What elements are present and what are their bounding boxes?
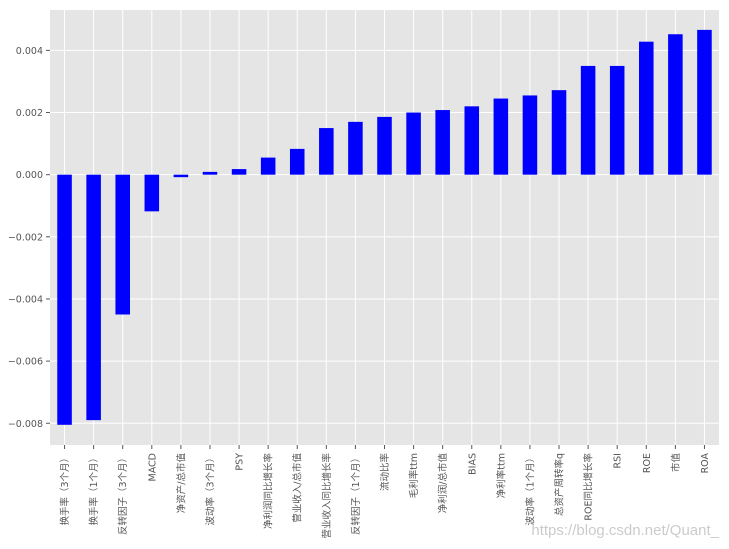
- x-tick-label: ROE同比增长率: [583, 453, 595, 521]
- bar: [609, 65, 625, 175]
- x-axis-ticks: 换手率（3个月） 换手率（1个月） 反转因子（3个月） MACD 净资产/总市值 波动率（…: [59, 445, 711, 539]
- bar: [86, 174, 101, 421]
- y-tick-label: 0.004: [16, 46, 43, 57]
- bar: [522, 95, 538, 175]
- x-tick-label: 反转因子（3个月）: [117, 453, 129, 535]
- bar: [289, 148, 305, 175]
- watermark: https://blog.csdn.net/Quant_: [531, 522, 719, 539]
- bar: [377, 116, 392, 175]
- bar: [406, 112, 421, 175]
- bar: [697, 29, 712, 175]
- y-tick-label: −0.006: [8, 357, 43, 368]
- bar: [639, 41, 654, 175]
- y-tick-label: −0.004: [8, 294, 43, 305]
- y-tick-label: 0.002: [16, 108, 43, 119]
- x-tick-label: 净资产/总市值: [175, 453, 187, 514]
- x-tick-label: 毛利率ttm: [408, 453, 420, 498]
- x-tick-label: 净利润/总市值: [437, 453, 449, 514]
- y-tick-label: −0.008: [8, 419, 43, 430]
- bar: [493, 98, 509, 175]
- y-tick-label: −0.002: [8, 232, 43, 243]
- bar: [202, 171, 218, 175]
- bar: [115, 174, 130, 315]
- x-tick-label: PSY: [235, 453, 246, 471]
- bar: [231, 169, 247, 175]
- bar: [144, 174, 160, 212]
- y-axis-ticks: 0.004 0.002 0.000 −0.002 −0.004 −0.006 −0.008: [8, 46, 50, 430]
- bars: [57, 29, 712, 425]
- x-tick-label: 净利率ttm: [495, 453, 507, 498]
- x-tick-label: ROE: [642, 453, 653, 473]
- bar: [668, 34, 683, 175]
- x-tick-label: 波动率（3个月）: [204, 453, 216, 526]
- x-tick-label: 总资产周转率q: [554, 453, 566, 516]
- x-tick-label: 净利润同比增长率: [263, 453, 275, 530]
- bar: [580, 65, 596, 175]
- bar: [435, 110, 450, 175]
- bar: [348, 121, 363, 175]
- x-tick-label: RSI: [613, 453, 624, 468]
- x-tick-label: 反转因子（1个月）: [350, 453, 362, 535]
- bar: [57, 174, 72, 425]
- x-tick-label: BIAS: [467, 453, 478, 475]
- bar: [464, 106, 480, 175]
- x-tick-label: ROA: [700, 453, 711, 474]
- x-tick-label: 营业收入/总市值: [292, 453, 304, 523]
- x-tick-label: 营业收入同比增长率: [321, 453, 333, 539]
- x-tick-label: 市值: [670, 453, 682, 473]
- bar: [173, 174, 189, 178]
- y-tick-label: 0.000: [16, 170, 43, 181]
- x-tick-label: 流动比率: [379, 453, 391, 492]
- x-tick-label: 换手率（3个月）: [59, 453, 71, 526]
- x-tick-label: 换手率（1个月）: [88, 453, 100, 526]
- bar: [551, 90, 567, 175]
- bar: [260, 157, 276, 175]
- x-tick-label: 波动率（1个月）: [524, 453, 536, 526]
- x-tick-label: MACD: [147, 453, 158, 481]
- bar: [319, 128, 334, 175]
